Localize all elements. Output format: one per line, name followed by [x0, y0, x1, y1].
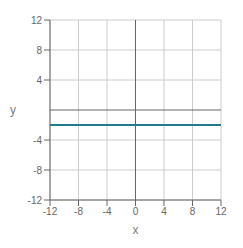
svg-text:-4: -4 — [103, 206, 112, 217]
svg-text:-4: -4 — [33, 135, 42, 146]
svg-text:4: 4 — [36, 75, 42, 86]
svg-text:-12: -12 — [28, 195, 43, 206]
svg-text:8: 8 — [190, 206, 196, 217]
svg-text:y: y — [10, 103, 16, 117]
svg-text:8: 8 — [36, 45, 42, 56]
svg-text:-12: -12 — [43, 206, 58, 217]
svg-text:-8: -8 — [74, 206, 83, 217]
svg-text:4: 4 — [161, 206, 167, 217]
svg-text:x: x — [133, 223, 139, 237]
svg-text:0: 0 — [133, 206, 139, 217]
svg-text:-8: -8 — [33, 165, 42, 176]
svg-text:12: 12 — [215, 206, 227, 217]
svg-text:12: 12 — [31, 15, 43, 26]
